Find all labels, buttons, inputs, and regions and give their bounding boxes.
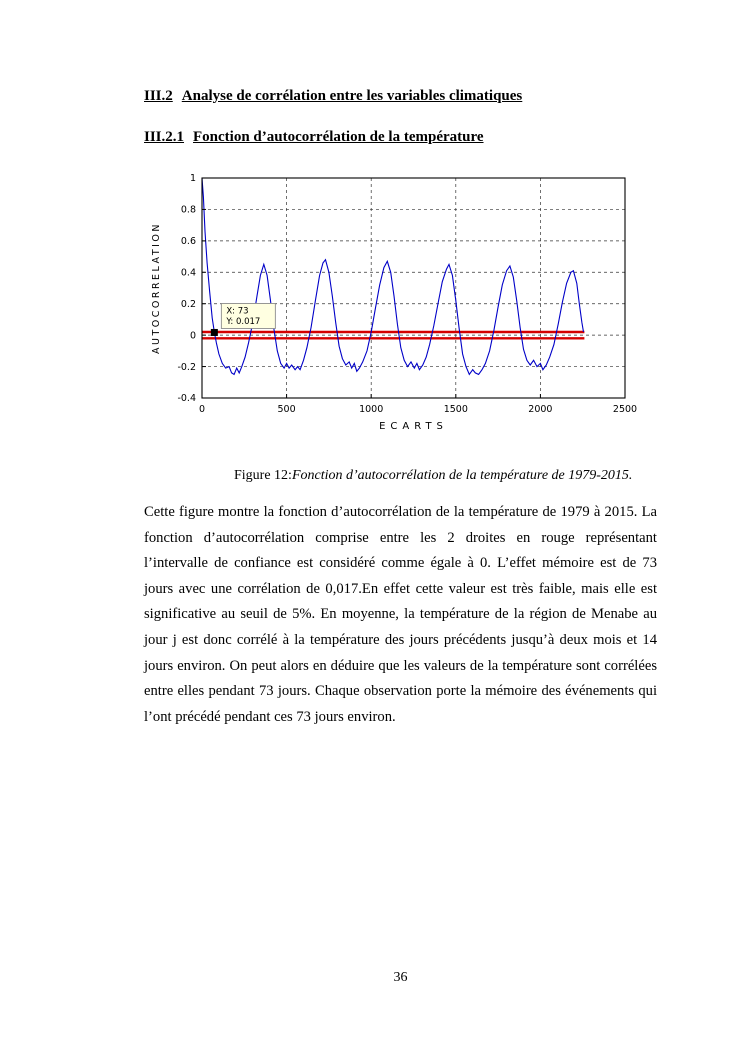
svg-text:0.4: 0.4 xyxy=(181,267,196,278)
subsection-heading: III.2.1 Fonction d’autocorrélation de la … xyxy=(144,129,657,146)
page-number: 36 xyxy=(393,970,408,985)
svg-text:-0.4: -0.4 xyxy=(177,393,196,404)
figure-autocorrelation: 0 500 1000 1500 2000 2500 -0.4 -0.2 0 0.2 0.4 0.6 0.… xyxy=(146,172,657,438)
autocorrelation-chart: 0 500 1000 1500 2000 2500 -0.4 -0.2 0 0.2 0.4 0.6 0.… xyxy=(151,173,637,432)
svg-text:0.2: 0.2 xyxy=(181,299,196,310)
figure-caption-text: Fonction d’autocorrélation de la tempéra… xyxy=(291,468,633,483)
subsection-title: Fonction d’autocorrélation de la tempéra… xyxy=(193,129,484,145)
page-content: III.2 Analyse de corrélation entre les va… xyxy=(144,88,657,745)
datatip-box xyxy=(220,303,276,329)
svg-text:1000: 1000 xyxy=(359,404,383,415)
subsection-number: III.2.1 xyxy=(144,129,185,145)
svg-text:0.8: 0.8 xyxy=(181,205,196,216)
datatip-x-value: X: 73 xyxy=(226,306,248,316)
datatip-marker xyxy=(210,328,218,336)
x-axis-label: ECARTS xyxy=(379,421,448,432)
body-paragraph: Cette figure montre la fonction d’autoco… xyxy=(144,504,657,725)
svg-text:-0.2: -0.2 xyxy=(177,362,196,373)
svg-text:0: 0 xyxy=(199,404,205,415)
svg-text:1500: 1500 xyxy=(444,404,468,415)
section-number: III.2 xyxy=(144,88,173,104)
svg-text:1: 1 xyxy=(190,173,196,184)
svg-text:2000: 2000 xyxy=(528,404,552,415)
svg-text:500: 500 xyxy=(278,404,296,415)
y-axis-label: AUTOCORRELATION xyxy=(151,222,162,354)
datatip-y-value: Y: 0.017 xyxy=(225,317,260,327)
section-heading: III.2 Analyse de corrélation entre les va… xyxy=(144,88,657,105)
svg-text:2500: 2500 xyxy=(613,404,637,415)
figure-caption-label: Figure 12: xyxy=(234,468,292,483)
figure-caption: Figure 12:Fonction d’autocorrélation de … xyxy=(144,468,657,484)
svg-text:0: 0 xyxy=(190,330,196,341)
svg-text:0.6: 0.6 xyxy=(181,236,196,247)
section-title: Analyse de corrélation entre les variabl… xyxy=(181,88,523,104)
